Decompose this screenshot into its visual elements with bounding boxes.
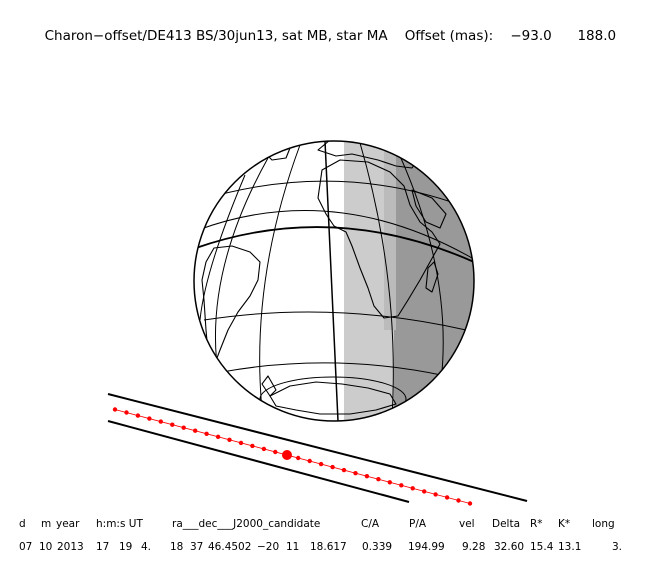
track-dot xyxy=(399,483,404,488)
value-pa: 194.99 xyxy=(408,541,445,553)
track-dot xyxy=(422,489,427,494)
track-dot xyxy=(410,486,415,491)
col-header-rstar: R* xyxy=(530,518,543,530)
track-dot xyxy=(456,498,461,503)
col-header-d: d xyxy=(19,518,26,530)
col-header-pa: P/A xyxy=(409,518,427,530)
track-dot xyxy=(124,410,129,415)
track-dot xyxy=(364,474,370,479)
closest-approach-marker xyxy=(282,450,292,460)
latitude-line xyxy=(199,180,461,206)
col-header-hms: h:m:s UT xyxy=(96,518,143,530)
track-dot xyxy=(170,422,175,427)
arabia-outline xyxy=(411,189,447,229)
value-d: 07 xyxy=(19,541,33,553)
value-ra-h: 18 xyxy=(170,541,184,553)
offset-y-value: 188.0 xyxy=(577,28,617,44)
value-long: 3. xyxy=(612,541,623,553)
track-dot xyxy=(135,413,141,418)
value-ra-m: 37 xyxy=(190,541,204,553)
meridian-line xyxy=(259,144,301,411)
value-ra-s: 46.4502 xyxy=(208,541,252,553)
shadow-north-limit xyxy=(107,393,528,502)
track-dot xyxy=(467,501,473,506)
value-hour: 17 xyxy=(96,541,110,553)
track-dot xyxy=(296,455,301,461)
central-meridian xyxy=(324,141,339,421)
table-value-row: 07 10 2013 17 19 4. 18 37 46.4502 −20 11… xyxy=(0,541,649,557)
track-dot xyxy=(318,461,324,467)
track-dot xyxy=(341,467,347,473)
value-ca: 0.339 xyxy=(362,541,393,553)
twilight-zone xyxy=(344,141,394,421)
offset-x-value: −93.0 xyxy=(510,28,552,44)
antarctic-peninsula xyxy=(261,375,277,397)
south-america-outline xyxy=(201,245,261,367)
africa-outline xyxy=(317,159,441,319)
track-dot xyxy=(330,464,335,470)
track-dot xyxy=(376,477,381,482)
value-year: 2013 xyxy=(57,541,84,553)
track-dot xyxy=(387,480,392,485)
meridian-line xyxy=(359,142,394,419)
track-dot xyxy=(204,431,209,436)
track-points xyxy=(112,407,473,506)
track-dot xyxy=(273,449,278,455)
track-dot xyxy=(433,492,438,497)
track-dot xyxy=(444,495,450,500)
offset-label: Offset (mas): xyxy=(404,28,494,44)
track-dot xyxy=(112,407,118,412)
madagascar-outline xyxy=(425,261,439,293)
track-dot xyxy=(215,434,221,439)
value-rstar: 15.4 xyxy=(530,541,554,553)
value-delta: 32.60 xyxy=(494,541,525,553)
col-header-vel: vel xyxy=(459,518,475,530)
terminator-step xyxy=(384,141,396,330)
track-dot xyxy=(307,458,312,464)
col-header-ca: C/A xyxy=(361,518,380,530)
globe-outline xyxy=(193,140,475,422)
centerline-track xyxy=(112,408,473,505)
value-second: 4. xyxy=(141,541,152,553)
shadow-south-limit xyxy=(107,420,410,503)
antarctica-outline xyxy=(269,381,397,415)
track-dot xyxy=(193,428,198,433)
col-header-long: long xyxy=(592,518,615,530)
col-header-m: m xyxy=(41,518,52,530)
value-vel: 9.28 xyxy=(462,541,486,553)
track-dot xyxy=(147,416,152,421)
track-dot xyxy=(158,419,163,424)
meridian-line xyxy=(199,174,246,321)
track-dot xyxy=(238,440,244,446)
table-header-row: d m year h:m:s UT ra___dec___J2000_candi… xyxy=(0,518,649,534)
col-header-delta: Delta xyxy=(492,518,521,530)
col-header-radec: ra___dec___J2000_candidate xyxy=(172,518,321,530)
latitude-line xyxy=(221,362,447,377)
track-dot xyxy=(227,437,232,442)
track-dot xyxy=(261,446,267,452)
value-kstar: 13.1 xyxy=(558,541,582,553)
value-dec-d: −20 xyxy=(257,541,280,553)
value-dec-s: 18.617 xyxy=(310,541,347,553)
latitude-line xyxy=(203,311,467,331)
value-minute: 19 xyxy=(119,541,133,553)
header-title: Charon−offset/DE413 BS/30jun13, sat MB, … xyxy=(44,28,388,44)
col-header-year: year xyxy=(56,518,80,530)
track-dot xyxy=(353,471,358,476)
value-m: 10 xyxy=(39,541,53,553)
chart-header: Charon−offset/DE413 BS/30jun13, sat MB, … xyxy=(36,12,617,44)
value-dec-m: 11 xyxy=(286,541,300,553)
latitude-line xyxy=(197,209,473,259)
track-dot xyxy=(250,443,255,449)
track-dot xyxy=(181,425,186,430)
col-header-kstar: K* xyxy=(558,518,571,530)
